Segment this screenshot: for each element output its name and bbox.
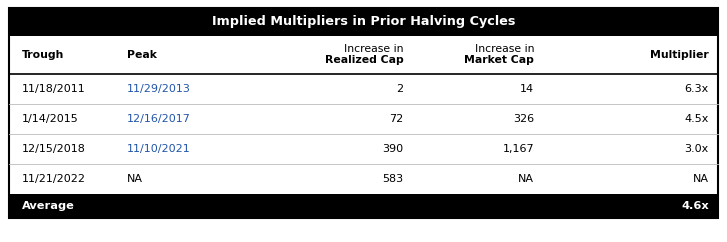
Text: Increase in: Increase in [344, 44, 403, 54]
Text: 72: 72 [389, 114, 403, 124]
Text: Realized Cap: Realized Cap [325, 55, 403, 65]
Text: 390: 390 [382, 144, 403, 154]
Text: Increase in: Increase in [475, 44, 534, 54]
Bar [9, 8, 718, 36]
Text: 11/29/2013: 11/29/2013 [127, 84, 191, 94]
Text: Implied Multipliers in Prior Halving Cycles: Implied Multipliers in Prior Halving Cyc… [212, 15, 515, 29]
Text: 326: 326 [513, 114, 534, 124]
Text: Market Cap: Market Cap [465, 55, 534, 65]
Text: 11/18/2011: 11/18/2011 [22, 84, 86, 94]
Text: Trough: Trough [22, 50, 64, 60]
Text: 12/16/2017: 12/16/2017 [127, 114, 191, 124]
Bar [9, 8, 718, 218]
Text: 11/21/2022: 11/21/2022 [22, 174, 86, 184]
Text: NA: NA [127, 174, 143, 184]
Text: 2: 2 [396, 84, 403, 94]
Text: Average: Average [22, 201, 75, 211]
Text: 1,167: 1,167 [502, 144, 534, 154]
Text: 583: 583 [382, 174, 403, 184]
Bar [9, 194, 718, 218]
Text: Peak: Peak [127, 50, 157, 60]
Text: 3.0x: 3.0x [685, 144, 709, 154]
Text: 6.3x: 6.3x [685, 84, 709, 94]
Text: 11/10/2021: 11/10/2021 [127, 144, 191, 154]
Text: 14: 14 [521, 84, 534, 94]
Text: Multiplier: Multiplier [650, 50, 709, 60]
Text: NA: NA [693, 174, 709, 184]
Text: 12/15/2018: 12/15/2018 [22, 144, 86, 154]
Text: NA: NA [518, 174, 534, 184]
Text: 1/14/2015: 1/14/2015 [22, 114, 79, 124]
Text: 4.6x: 4.6x [681, 201, 709, 211]
Text: 4.5x: 4.5x [684, 114, 709, 124]
